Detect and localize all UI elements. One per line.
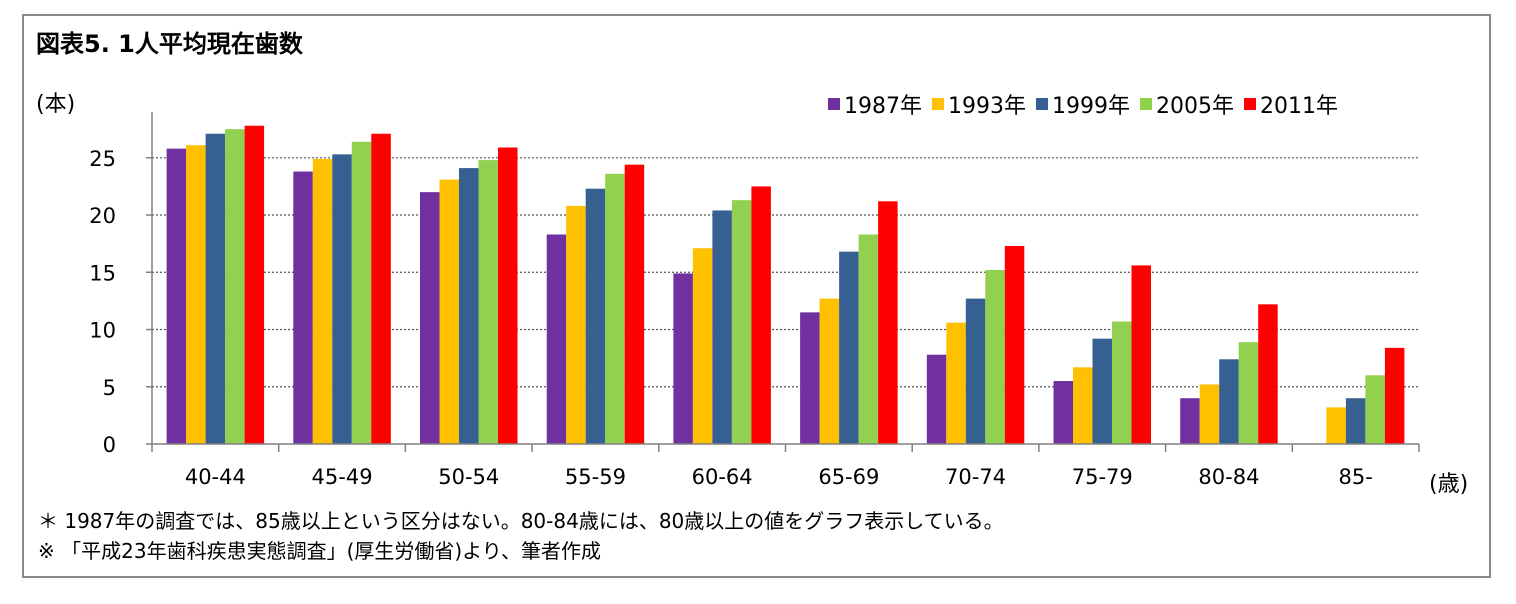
legend-swatch-1999 bbox=[1036, 98, 1048, 110]
bar-1999年-55-59 bbox=[585, 188, 606, 444]
legend-label-2005: 2005年 bbox=[1156, 94, 1234, 119]
bar-1987年-80-84 bbox=[1180, 398, 1200, 444]
bar-1987年-40-44 bbox=[166, 148, 187, 445]
x-tick-label-85-: 85- bbox=[1338, 465, 1372, 489]
bar-1999年-50-54 bbox=[459, 168, 479, 444]
bar-1999年-40-44 bbox=[205, 133, 226, 445]
bar-2011年-70-74 bbox=[1004, 245, 1025, 444]
legend-item-1993: 1993年 bbox=[932, 88, 1026, 120]
bar-2011年-40-44 bbox=[244, 125, 265, 445]
footnotes: ＊ 1987年の調査では、85歳以上という区分はない。80-84歳には、80歳以… bbox=[38, 506, 1004, 566]
bar-2011年-65-69 bbox=[878, 201, 898, 444]
bar-1999年-45-49 bbox=[332, 154, 352, 444]
legend-item-2005: 2005年 bbox=[1140, 88, 1234, 120]
bar-2005年-85- bbox=[1365, 375, 1385, 444]
y-tick-label-15: 15 bbox=[89, 261, 116, 285]
bar-2005年-60-64 bbox=[731, 200, 752, 444]
x-axis-unit: (歳) bbox=[1429, 472, 1469, 497]
legend-swatch-2011 bbox=[1244, 98, 1256, 110]
bar-1993年-70-74 bbox=[946, 322, 966, 444]
bar-1993年-75-79 bbox=[1073, 367, 1093, 444]
y-tick-label-25: 25 bbox=[89, 147, 116, 171]
y-tick-label-20: 20 bbox=[89, 204, 116, 228]
bar-1999年-80-84 bbox=[1219, 359, 1239, 444]
legend-label-2011: 2011年 bbox=[1260, 94, 1338, 119]
bar-2011年-85- bbox=[1384, 347, 1405, 444]
bar-1993年-55-59 bbox=[566, 205, 586, 444]
footnote-1: ＊ 1987年の調査では、85歳以上という区分はない。80-84歳には、80歳以… bbox=[38, 509, 1004, 533]
bar-2005年-55-59 bbox=[605, 173, 625, 445]
x-tick-label-60-64: 60-64 bbox=[692, 465, 753, 489]
bar-1987年-55-59 bbox=[546, 234, 567, 444]
legend-label-1987: 1987年 bbox=[844, 94, 922, 119]
bar-1993年-50-54 bbox=[439, 179, 459, 444]
legend-swatch-2005 bbox=[1140, 98, 1152, 110]
x-tick-label-45-49: 45-49 bbox=[312, 465, 373, 489]
bar-1999年-85- bbox=[1345, 398, 1366, 444]
legend-item-2011: 2011年 bbox=[1244, 88, 1338, 120]
bar-2011年-75-79 bbox=[1131, 265, 1151, 444]
bar-2005年-45-49 bbox=[351, 141, 372, 445]
bar-2011年-60-64 bbox=[751, 186, 771, 444]
bar-1999年-65-69 bbox=[839, 251, 859, 444]
legend: 1987年 1993年 1999年 2005年 2011年 bbox=[828, 88, 1348, 120]
bar-2005年-75-79 bbox=[1112, 321, 1132, 444]
chart-title: 図表5. 1人平均現在歯数 bbox=[36, 30, 303, 58]
bar-1987年-50-54 bbox=[420, 192, 440, 444]
legend-item-1987: 1987年 bbox=[828, 88, 922, 120]
bar-1999年-75-79 bbox=[1092, 338, 1112, 444]
bar-1999年-60-64 bbox=[712, 210, 732, 444]
bar-2011年-45-49 bbox=[371, 133, 391, 445]
bar-1993年-85- bbox=[1326, 407, 1346, 444]
bar-2005年-50-54 bbox=[478, 160, 498, 444]
x-tick-label-40-44: 40-44 bbox=[185, 465, 246, 489]
bar-1987年-75-79 bbox=[1053, 381, 1073, 444]
bar-1993年-60-64 bbox=[692, 248, 713, 444]
x-tick-label-50-54: 50-54 bbox=[438, 465, 499, 489]
x-tick-label-75-79: 75-79 bbox=[1072, 465, 1133, 489]
x-tick-label-55-59: 55-59 bbox=[565, 465, 626, 489]
legend-label-1993: 1993年 bbox=[948, 94, 1026, 119]
legend-item-1999: 1999年 bbox=[1036, 88, 1130, 120]
y-tick-label-10: 10 bbox=[89, 319, 116, 343]
bar-1987年-60-64 bbox=[673, 273, 693, 444]
x-tick-label-65-69: 65-69 bbox=[818, 465, 879, 489]
x-tick-label-70-74: 70-74 bbox=[945, 465, 1006, 489]
bar-1987年-70-74 bbox=[926, 354, 947, 444]
bar-1987年-45-49 bbox=[293, 171, 313, 444]
bar-1999年-70-74 bbox=[965, 298, 986, 444]
y-tick-label-0: 0 bbox=[103, 433, 116, 457]
y-axis-unit: (本) bbox=[36, 92, 76, 117]
bar-2011年-55-59 bbox=[624, 164, 645, 445]
bar-2011年-80-84 bbox=[1258, 304, 1278, 444]
y-tick-label-5: 5 bbox=[103, 376, 116, 400]
bar-1993年-40-44 bbox=[186, 145, 206, 444]
bar-2005年-40-44 bbox=[225, 129, 245, 444]
bar-2005年-70-74 bbox=[985, 269, 1005, 444]
bar-1993年-45-49 bbox=[312, 158, 333, 444]
bar-2011年-50-54 bbox=[498, 147, 518, 444]
bar-1993年-80-84 bbox=[1199, 384, 1220, 444]
bar-1987年-65-69 bbox=[800, 312, 820, 444]
legend-swatch-1993 bbox=[932, 98, 944, 110]
footnote-2: ※ 「平成23年歯科疾患実態調査」(厚生労働省)より、筆者作成 bbox=[38, 539, 601, 563]
x-tick-label-80-84: 80-84 bbox=[1198, 465, 1259, 489]
bar-2005年-65-69 bbox=[858, 234, 879, 444]
legend-swatch-1987 bbox=[828, 98, 840, 110]
bar-1993年-65-69 bbox=[819, 298, 840, 444]
bar-2005年-80-84 bbox=[1238, 342, 1259, 444]
legend-label-1999: 1999年 bbox=[1052, 94, 1130, 119]
